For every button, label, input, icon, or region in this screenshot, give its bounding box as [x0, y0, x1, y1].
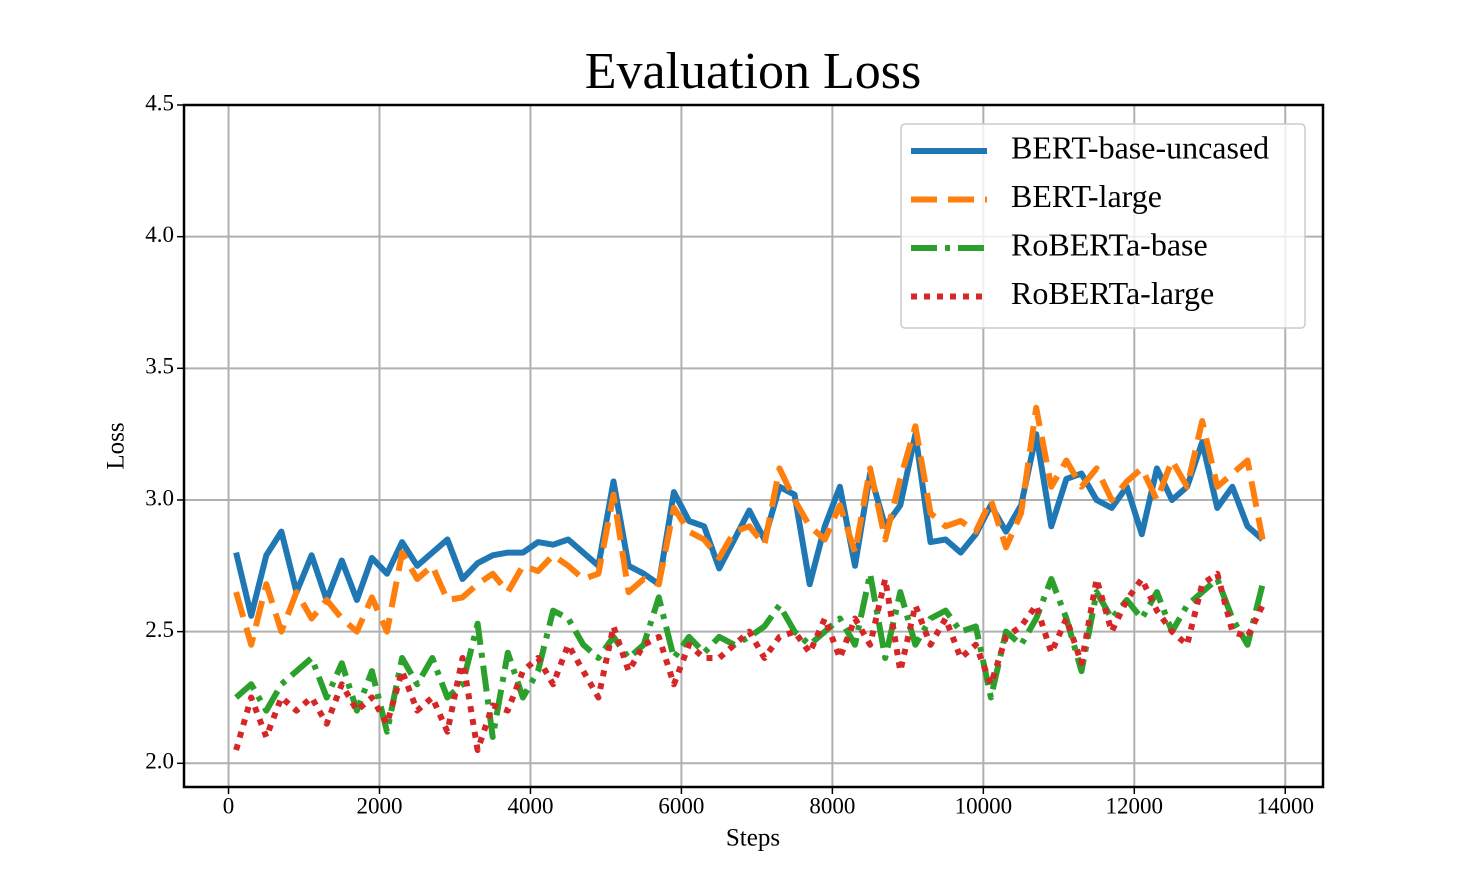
series-line [233, 404, 1266, 648]
y-axis-label: Loss [103, 422, 130, 469]
x-tick-label: 8000 [809, 793, 855, 818]
x-tick-label: 4000 [507, 793, 553, 818]
plot-frame [182, 103, 1325, 789]
y-tick-label: 3.5 [145, 354, 174, 379]
legend-label: BERT-base-uncased [1011, 129, 1269, 165]
y-tick-label: 4.5 [145, 90, 174, 115]
series-line [233, 570, 1266, 754]
legend-label: BERT-large [1011, 178, 1162, 214]
x-tick-label: 12000 [1106, 793, 1164, 818]
legend-label: RoBERTa-large [1011, 275, 1214, 311]
chart-title: Evaluation Loss [585, 43, 922, 100]
series-line [234, 570, 1266, 740]
x-tick-label: 14000 [1257, 793, 1315, 818]
legend-box [900, 123, 1306, 329]
legend-label: RoBERTa-base [1011, 226, 1208, 262]
x-axis-label: Steps [726, 825, 780, 852]
series-line [233, 431, 1265, 619]
y-tick-label: 4.0 [145, 222, 174, 247]
y-tick-label: 2.0 [145, 749, 174, 774]
x-tick-label: 0 [223, 793, 235, 818]
x-tick-label: 2000 [356, 793, 402, 818]
x-tick-label: 6000 [658, 793, 704, 818]
legend: BERT-base-uncased BERT-large RoBERTa-base R… [900, 123, 1306, 329]
x-tick-label: 10000 [955, 793, 1013, 818]
y-tick-label: 3.0 [145, 485, 174, 510]
y-tick-label: 2.5 [145, 617, 174, 642]
